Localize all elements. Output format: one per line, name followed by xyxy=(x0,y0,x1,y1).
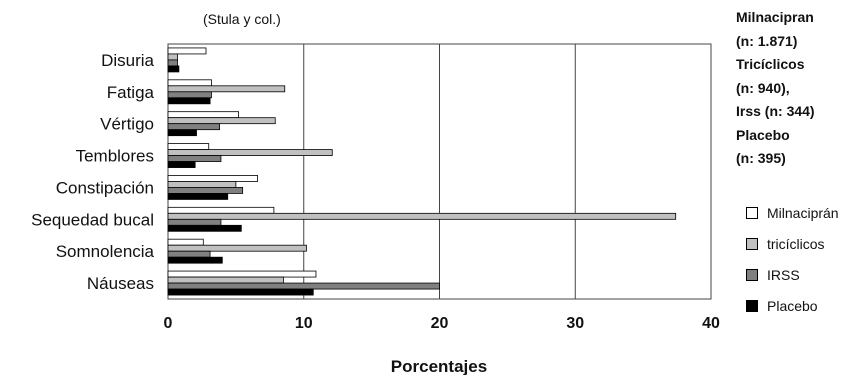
legend-title-line: (n: 395) xyxy=(736,150,786,166)
bar-disuria-milnaciprán xyxy=(167,47,207,55)
bar-náuseas-tricíclicos xyxy=(167,276,284,284)
bar-vértigo-irss xyxy=(167,123,220,131)
legend-title-line: Tricíclicos xyxy=(736,56,805,72)
bar-constipación-irss xyxy=(167,187,244,194)
bar-vértigo-milnaciprán xyxy=(167,111,239,119)
legend: Milnaciprán tricíclicos IRSS Placebo xyxy=(746,197,839,321)
bar-constipación-milnaciprán xyxy=(167,175,258,182)
legend-entry: IRSS xyxy=(746,259,839,290)
x-tick-label-10: 10 xyxy=(295,315,313,332)
bar-náuseas-placebo xyxy=(167,288,314,296)
bar-constipación-tricíclicos xyxy=(167,181,237,188)
bar-disuria-irss xyxy=(167,59,178,67)
category-label: Somnolencia xyxy=(56,242,155,261)
category-label: Vértigo xyxy=(100,115,154,134)
bar-somnolencia-placebo xyxy=(167,256,223,264)
bar-temblores-milnaciprán xyxy=(167,143,210,150)
legend-label: tricíclicos xyxy=(767,235,825,252)
bar-temblores-irss xyxy=(167,155,222,162)
category-labels: Disuria Fatiga Vértigo Temblores Constipació… xyxy=(31,51,154,293)
legend-title-line: Milnacipran xyxy=(736,9,814,25)
legend-entry: Milnaciprán xyxy=(746,197,839,228)
bar-vértigo-placebo xyxy=(167,129,197,137)
chart-subtitle: (Stula y col.) xyxy=(203,11,281,27)
bar-disuria-tricíclicos xyxy=(167,53,178,61)
legend-entry: tricíclicos xyxy=(746,228,839,259)
bar-fatiga-milnaciprán xyxy=(167,79,212,87)
category-label: Náuseas xyxy=(87,274,154,293)
bar-constipación-placebo xyxy=(167,193,229,200)
legend-swatch xyxy=(746,237,758,250)
bar-sequedad-bucal-tricíclicos xyxy=(167,212,677,220)
x-tick-label-30: 30 xyxy=(566,315,584,332)
category-label: Constipación xyxy=(56,178,154,197)
x-tick-label-20: 20 xyxy=(431,315,449,332)
bar-fatiga-tricíclicos xyxy=(167,85,286,93)
bar-náuseas-milnaciprán xyxy=(167,270,317,278)
bar-temblores-placebo xyxy=(167,161,196,168)
legend-label: Milnaciprán xyxy=(767,204,839,221)
gridlines xyxy=(303,44,576,299)
category-label: Temblores xyxy=(76,147,154,166)
bar-náuseas-irss xyxy=(167,282,440,290)
bar-sequedad-bucal-irss xyxy=(167,218,222,226)
bar-vértigo-tricíclicos xyxy=(167,117,276,125)
x-axis-ticks: 0 10 20 30 40 xyxy=(164,315,720,332)
legend-label: Placebo xyxy=(767,297,818,314)
legend-title-line: Placebo xyxy=(736,126,790,143)
bars xyxy=(167,47,677,296)
bar-somnolencia-milnaciprán xyxy=(167,238,204,246)
legend-entry: Placebo xyxy=(746,290,839,321)
plot-area-frame xyxy=(167,43,712,300)
bar-somnolencia-irss xyxy=(167,250,211,258)
legend-title-line: Irss (n: 344) xyxy=(736,103,815,119)
category-label: Sequedad bucal xyxy=(31,210,154,229)
bar-temblores-tricíclicos xyxy=(167,149,333,156)
bar-somnolencia-tricíclicos xyxy=(167,244,307,252)
legend-swatch xyxy=(746,268,758,281)
bar-fatiga-irss xyxy=(167,91,212,99)
x-axis-label: Porcentajes xyxy=(391,357,487,375)
legend-swatch xyxy=(746,299,758,312)
bar-sequedad-bucal-milnaciprán xyxy=(167,206,275,214)
bar-disuria-placebo xyxy=(167,65,180,73)
legend-title: Milnacipran (n: 1.871) Tricíclicos (n: 940)… xyxy=(736,6,860,171)
legend-title-line: (n: 1.871) xyxy=(736,32,798,49)
bar-fatiga-placebo xyxy=(167,97,211,105)
bar-sequedad-bucal-placebo xyxy=(167,224,242,232)
category-label: Disuria xyxy=(101,51,154,70)
legend-title-line: (n: 940), xyxy=(736,79,790,96)
x-tick-label-40: 40 xyxy=(702,315,720,332)
x-tick-label-0: 0 xyxy=(164,315,173,332)
legend-label: IRSS xyxy=(767,266,800,283)
legend-swatch xyxy=(746,206,758,219)
category-label: Fatiga xyxy=(107,83,155,102)
